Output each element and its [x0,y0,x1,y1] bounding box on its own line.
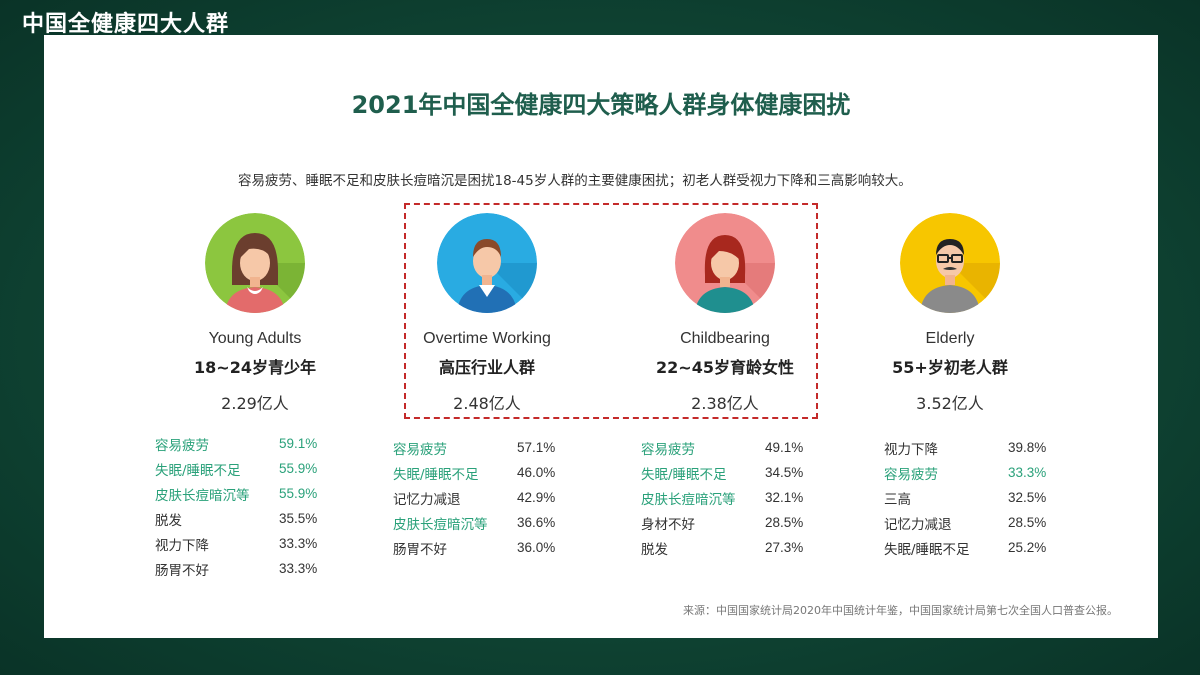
stat-value: 59.1% [279,436,318,451]
stat-row: 肠胃不好 36.0% [393,535,577,560]
group-name-en: Young Adults [208,330,302,347]
group-name-zh: 55+岁初老人群 [892,358,1008,377]
stat-label: 容易疲劳 [155,437,209,454]
group-name-en: Elderly [925,330,975,347]
stat-row: 皮肤长痘暗沉等 32.1% [641,485,825,510]
content-card: 2021年中国全健康四大策略人群身体健康困扰 容易疲劳、睡眠不足和皮肤长痘暗沉是… [44,35,1158,638]
stat-label: 容易疲劳 [641,441,695,458]
stat-value: 35.5% [279,511,318,526]
stat-label: 失眠/睡眠不足 [641,466,727,483]
stat-value: 33.3% [279,561,318,576]
stat-label: 皮肤长痘暗沉等 [393,516,488,533]
stat-value: 49.1% [765,440,804,455]
group-overtime-working: Overtime Working 高压行业人群 2.48亿人 [367,213,607,414]
stat-label: 视力下降 [155,537,209,554]
stat-row: 容易疲劳 49.1% [641,435,825,460]
stat-value: 32.5% [1008,490,1047,505]
source-note: 来源：中国国家统计局2020年中国统计年鉴，中国国家统计局第七次全国人口普查公报… [683,604,1118,617]
stat-value: 28.5% [1008,515,1047,530]
stat-value: 57.1% [517,440,556,455]
stat-label: 失眠/睡眠不足 [884,541,970,558]
stats-list-overtime-working: 容易疲劳 57.1% 失眠/睡眠不足 46.0% 记忆力减退 42.9% 皮肤长痘暗沉… [393,435,577,560]
man-avatar-icon [437,213,537,313]
stat-row: 失眠/睡眠不足 55.9% [155,456,339,481]
young-woman-avatar-icon [205,213,305,313]
stat-value: 27.3% [765,540,804,555]
stat-row: 脱发 35.5% [155,506,339,531]
stat-label: 肠胃不好 [393,541,447,558]
group-population: 2.38亿人 [691,394,759,413]
stat-row: 失眠/睡眠不足 25.2% [884,535,1068,560]
stat-row: 失眠/睡眠不足 46.0% [393,460,577,485]
stat-value: 36.6% [517,515,556,530]
group-young-adults: Young Adults 18~24岁青少年 2.29亿人 [135,213,375,414]
stat-label: 视力下降 [884,441,938,458]
highlight-dashed-box [404,203,818,419]
stat-value: 39.8% [1008,440,1047,455]
stat-label: 失眠/睡眠不足 [155,462,241,479]
stat-label: 容易疲劳 [884,466,938,483]
stat-row: 皮肤长痘暗沉等 36.6% [393,510,577,535]
subtitle: 容易疲劳、睡眠不足和皮肤长痘暗沉是困扰18-45岁人群的主要健康困扰；初老人群受… [238,173,912,189]
stat-row: 视力下降 33.3% [155,531,339,556]
main-title: 2021年中国全健康四大策略人群身体健康困扰 [351,91,851,119]
stat-value: 32.1% [765,490,804,505]
elderly-man-avatar-icon [900,213,1000,313]
stat-value: 25.2% [1008,540,1047,555]
group-elderly: Elderly 55+岁初老人群 3.52亿人 [830,213,1070,414]
stat-row: 容易疲劳 33.3% [884,460,1068,485]
stats-list-young-adults: 容易疲劳 59.1% 失眠/睡眠不足 55.9% 皮肤长痘暗沉等 55.9% 脱发 35… [155,431,339,581]
page-header-title: 中国全健康四大人群 [22,12,230,37]
group-name-en: Overtime Working [423,330,551,347]
stat-row: 容易疲劳 57.1% [393,435,577,460]
stat-value: 55.9% [279,461,318,476]
stat-row: 皮肤长痘暗沉等 55.9% [155,481,339,506]
stat-value: 34.5% [765,465,804,480]
stat-row: 身材不好 28.5% [641,510,825,535]
stat-row: 肠胃不好 33.3% [155,556,339,581]
stat-row: 记忆力减退 28.5% [884,510,1068,535]
group-population: 2.48亿人 [453,394,521,413]
woman-avatar-icon [675,213,775,313]
group-population: 3.52亿人 [916,394,984,413]
group-population: 2.29亿人 [221,394,289,413]
stat-label: 脱发 [641,541,668,558]
stat-label: 容易疲劳 [393,441,447,458]
group-name-zh: 高压行业人群 [438,358,535,377]
stat-row: 视力下降 39.8% [884,435,1068,460]
group-name-zh: 18~24岁青少年 [194,358,316,377]
stats-list-elderly: 视力下降 39.8% 容易疲劳 33.3% 三高 32.5% 记忆力减退 28.5% 失… [884,435,1068,560]
stat-value: 33.3% [1008,465,1047,480]
stat-label: 身材不好 [641,516,695,533]
stat-row: 失眠/睡眠不足 34.5% [641,460,825,485]
stat-label: 皮肤长痘暗沉等 [641,491,736,508]
stat-value: 36.0% [517,540,556,555]
stats-list-childbearing: 容易疲劳 49.1% 失眠/睡眠不足 34.5% 皮肤长痘暗沉等 32.1% 身材不好… [641,435,825,560]
stat-label: 皮肤长痘暗沉等 [155,487,250,504]
stat-label: 记忆力减退 [393,491,461,508]
stat-row: 脱发 27.3% [641,535,825,560]
stat-label: 记忆力减退 [884,516,952,533]
stat-value: 42.9% [517,490,556,505]
group-childbearing: Childbearing 22~45岁育龄女性 2.38亿人 [605,213,845,414]
stat-value: 33.3% [279,536,318,551]
stat-label: 肠胃不好 [155,562,209,579]
stat-label: 脱发 [155,512,182,529]
stat-label: 三高 [884,491,911,508]
stat-label: 失眠/睡眠不足 [393,466,479,483]
stat-value: 46.0% [517,465,556,480]
stat-value: 28.5% [765,515,804,530]
stat-row: 三高 32.5% [884,485,1068,510]
group-name-zh: 22~45岁育龄女性 [656,358,794,377]
group-name-en: Childbearing [680,330,770,347]
stat-value: 55.9% [279,486,318,501]
stat-row: 容易疲劳 59.1% [155,431,339,456]
stat-row: 记忆力减退 42.9% [393,485,577,510]
